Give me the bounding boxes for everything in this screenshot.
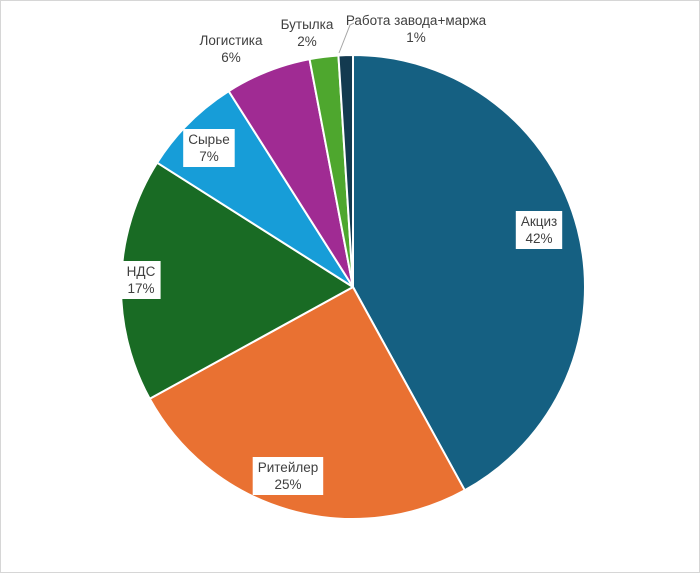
pie-data-label: Ритейлер 25% <box>252 457 324 495</box>
pie-data-label: Логистика 6% <box>199 33 263 65</box>
label-leader-line <box>338 22 355 54</box>
pie-data-label: НДС 17% <box>121 261 161 299</box>
pie-slice <box>337 54 354 288</box>
data-label-background <box>515 211 563 249</box>
pie-data-label: Работа завода+маржа 1% <box>346 13 487 45</box>
pie-data-label: Акциз 42% <box>515 211 563 249</box>
pie-slice <box>120 161 354 400</box>
pie-data-label: Бутылка 2% <box>281 17 334 49</box>
pie-slice <box>148 286 466 520</box>
data-label-background <box>121 261 161 299</box>
pie-slice <box>352 54 586 492</box>
pie-data-label: Сырье 7% <box>183 129 235 167</box>
data-label-background <box>252 457 324 495</box>
data-label-background <box>183 129 235 167</box>
